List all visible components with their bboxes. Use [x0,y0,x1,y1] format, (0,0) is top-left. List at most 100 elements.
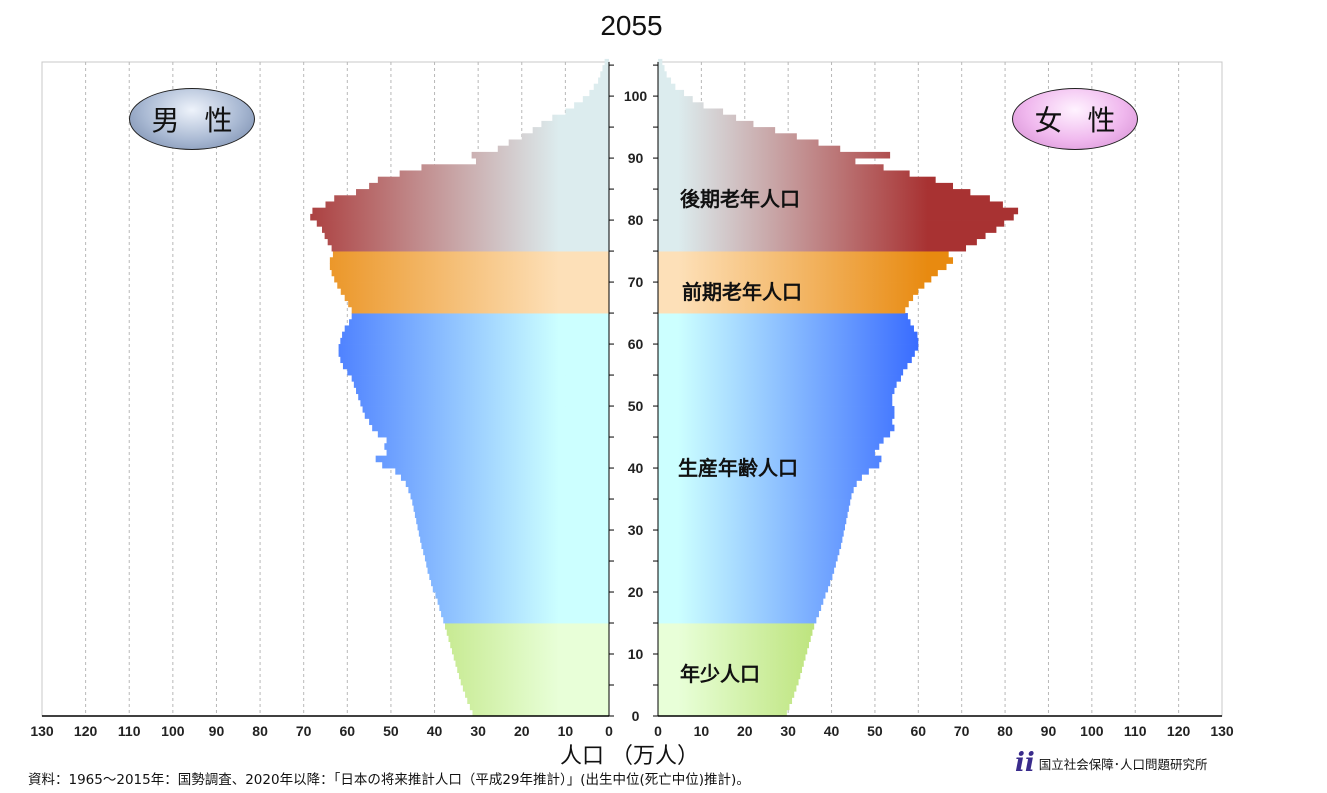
female-bar-age-12 [658,635,811,643]
male-bar-age-82 [325,201,609,209]
female-bar-age-92 [658,139,819,147]
male-bar-age-97 [565,108,609,116]
female-bar-age-41 [658,455,882,463]
female-bar-age-60 [658,337,919,345]
male-bar-age-14 [445,623,609,630]
male-bar-age-58 [338,350,609,357]
x-tick-label-left: 30 [470,723,486,739]
male-bar-age-37 [405,480,609,488]
female-bar-age-71 [658,269,938,277]
male-bar-age-5 [460,678,609,686]
male-bar-age-80 [310,213,609,221]
organization-credit: ii 国立社会保障･人口問題研究所 [1015,748,1208,778]
female-bar-age-26 [658,548,840,556]
x-tick-label-right: 40 [824,723,840,739]
female-bar-age-14 [658,623,815,630]
male-bar-age-101 [593,83,609,91]
male-bar-age-50 [360,399,609,407]
male-bar-age-61 [342,331,609,339]
male-bar-age-3 [465,691,609,698]
female-bar-age-68 [658,288,919,295]
male-bar-age-52 [356,387,609,395]
x-tick-label-right: 60 [911,723,927,739]
x-tick-label-left: 110 [118,723,141,739]
male-bar-age-79 [316,220,609,227]
female-bar-age-85 [658,182,954,190]
y-tick-label: 80 [628,212,644,228]
x-tick-label-right: 70 [954,723,970,739]
female-bar-age-24 [658,561,836,568]
female-bar-age-77 [658,232,986,240]
male-bar-age-85 [369,182,609,190]
female-bar-age-3 [658,691,795,698]
male-bar-age-74 [332,251,609,258]
x-tick-label-right: 30 [780,723,796,739]
female-bar-age-70 [658,275,932,283]
male-bar-age-9 [453,654,609,661]
label-youth: 年少人口 [680,662,760,686]
male-bar-age-77 [324,232,609,240]
female-bar-age-97 [658,108,724,116]
male-bar-age-100 [589,89,609,97]
male-bar-age-59 [338,344,609,351]
male-bar-age-29 [418,530,609,537]
female-bar-age-84 [658,189,971,196]
x-tick-label-left: 120 [74,723,98,739]
male-bar-age-40 [382,461,609,469]
label-early-elderly: 前期老年人口 [682,280,802,304]
x-tick-label-left: 100 [161,723,185,739]
male-bar-age-41 [375,455,609,463]
female-bar-age-28 [658,536,843,543]
female-bar-age-66 [658,300,909,308]
male-bar-age-88 [421,164,609,171]
male-bar-age-86 [377,176,609,184]
female-bar-age-96 [658,114,737,122]
female-bar-age-98 [658,102,704,109]
female-bar-age-29 [658,530,844,537]
female-bar-age-25 [658,554,838,562]
male-bar-age-24 [426,561,609,568]
female-bar-age-45 [658,430,891,438]
x-tick-label-left: 90 [209,723,225,739]
male-bar-age-38 [400,474,609,481]
male-bar-age-43 [384,443,609,450]
female-bar-age-102 [658,77,672,85]
male-bar-age-2 [467,697,609,705]
x-axis-label: 人口 （万人） [560,744,699,769]
female-bar-age-104 [658,65,665,72]
male-bar-age-56 [342,362,609,370]
x-tick-label-left: 40 [427,723,443,739]
female-bar-age-31 [658,517,847,525]
female-badge: 女 性 [1012,88,1138,150]
male-bar-age-19 [435,592,609,599]
male-bar-age-73 [329,257,609,264]
female-bar-age-43 [658,443,880,450]
male-bar-age-18 [437,598,609,605]
x-tick-label-right: 50 [867,723,883,739]
male-badge: 男 性 [129,88,255,150]
male-bar-age-4 [462,685,609,692]
female-bar-age-18 [658,598,824,605]
male-bar-age-84 [356,189,609,196]
male-bar-age-68 [340,288,609,295]
male-bar-age-62 [344,325,609,333]
female-bar-age-103 [658,71,667,78]
x-tick-label-left: 10 [558,723,574,739]
female-bar-age-44 [658,437,884,444]
male-bar-age-67 [344,294,609,302]
female-bar-age-61 [658,331,918,339]
y-tick-label: 20 [628,584,644,600]
female-bar-age-73 [658,257,954,264]
x-tick-label-right: 80 [997,723,1013,739]
female-bar-age-1 [658,703,790,711]
male-bar-age-48 [364,412,609,419]
female-bar-age-22 [658,573,833,581]
bar-layer [310,58,1019,717]
x-tick-label-right: 10 [694,723,710,739]
male-bar-age-98 [574,102,609,109]
female-bar-age-17 [658,604,822,612]
male-bar-age-26 [423,548,609,556]
female-bar-age-57 [658,356,912,364]
